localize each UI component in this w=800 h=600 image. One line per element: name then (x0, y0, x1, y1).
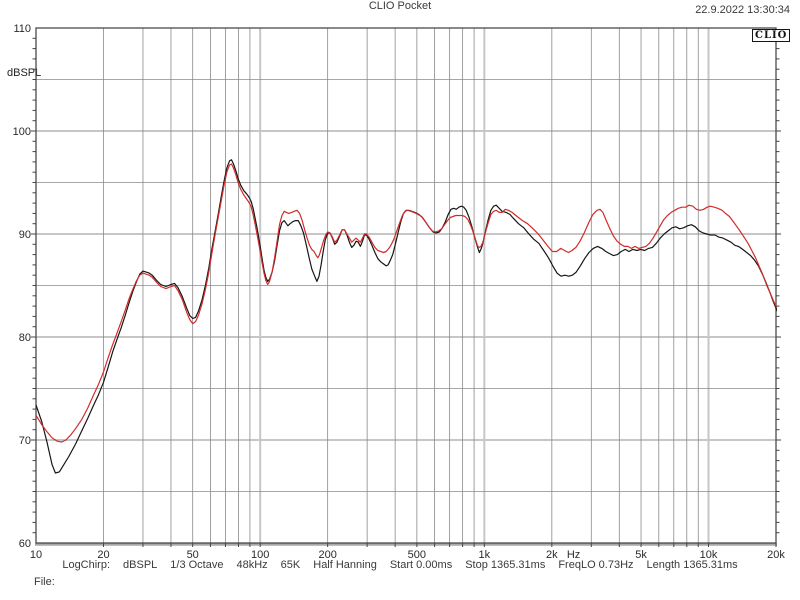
x-axis-unit-label: Hz (567, 549, 580, 561)
status-item: LogChirp: (62, 559, 111, 571)
window-title: CLIO Pocket (368, 0, 432, 12)
y-axis-unit-label: dBSPL (7, 67, 42, 79)
x-tick-label: 100 (251, 549, 269, 561)
x-tick-label: 200 (318, 549, 336, 561)
x-tick-label: 2k (546, 549, 558, 561)
status-item: Half Hanning (313, 559, 377, 571)
y-tick-label: 80 (19, 332, 31, 344)
y-tick-label: 70 (19, 435, 31, 447)
status-item: 65K (280, 559, 301, 571)
x-tick-label: 1k (479, 549, 491, 561)
clio-logo: CLIO (752, 29, 791, 42)
x-tick-label: 10k (700, 549, 718, 561)
x-tick-label: 50 (187, 549, 199, 561)
y-tick-label: 110 (13, 23, 31, 35)
status-item: Start 0.00ms (389, 559, 453, 571)
y-tick-label: 90 (19, 229, 31, 241)
status-item: Length 1365.31ms (646, 559, 738, 571)
x-tick-label: 5k (635, 549, 647, 561)
status-item: dBSPL (123, 559, 158, 571)
status-item: Stop 1365.31ms (465, 559, 546, 571)
status-item: FreqLO 0.73Hz (558, 559, 634, 571)
status-item: 48kHz (236, 559, 268, 571)
measurement-settings-bar: LogChirp: dBSPL 1/3 Octave 48kHz 65K Half Han… (0, 559, 800, 571)
curve-response-black (36, 159, 777, 474)
y-tick-label: 60 (19, 538, 31, 550)
y-tick-label: 100 (13, 126, 31, 138)
file-label: File: (34, 576, 55, 588)
timestamp: 22.9.2022 13:30:34 (695, 4, 790, 16)
x-tick-label: 20k (767, 549, 785, 561)
x-tick-label: 10 (30, 549, 42, 561)
status-item: 1/3 Octave (170, 559, 224, 571)
x-tick-label: 20 (97, 549, 109, 561)
x-tick-label: 500 (408, 549, 426, 561)
curve-response-red (36, 163, 777, 443)
